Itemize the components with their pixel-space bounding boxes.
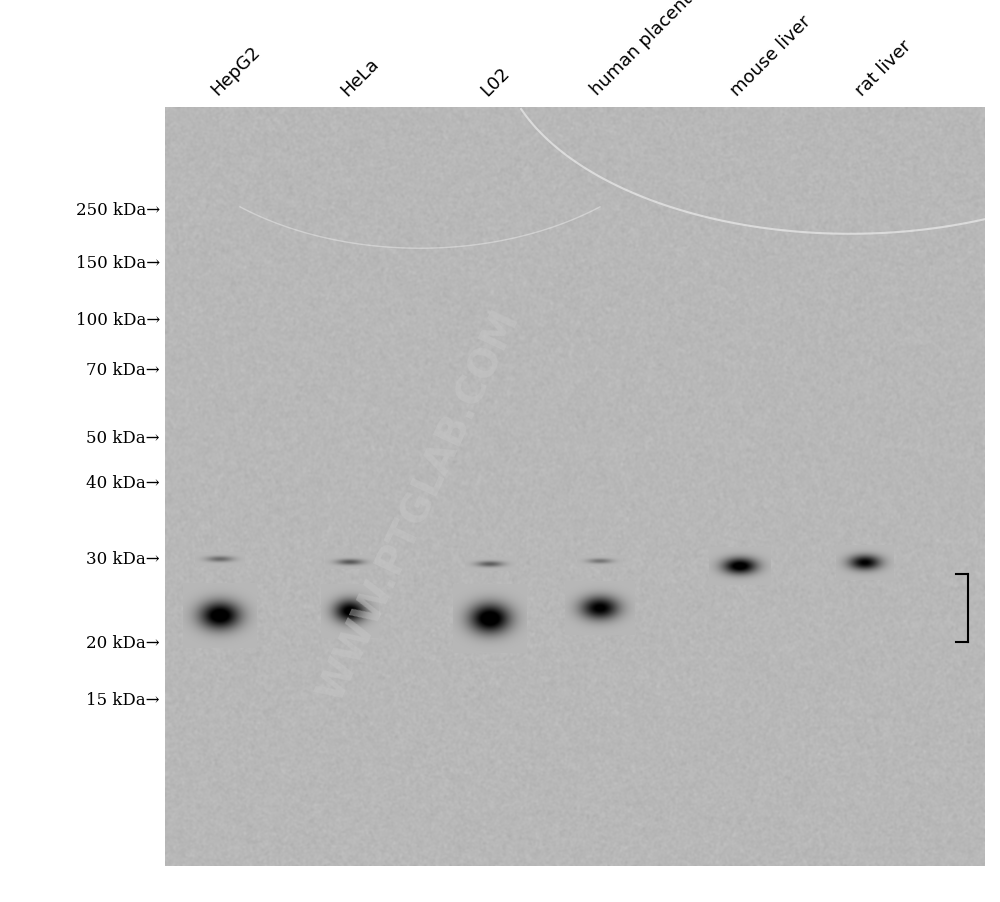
Text: mouse liver: mouse liver — [727, 12, 815, 99]
Text: 70 kDa→: 70 kDa→ — [86, 361, 160, 378]
Text: 30 kDa→: 30 kDa→ — [86, 550, 160, 567]
Text: HepG2: HepG2 — [207, 43, 263, 99]
Text: human placenta: human placenta — [587, 0, 704, 99]
Text: 100 kDa→: 100 kDa→ — [76, 312, 160, 329]
FancyBboxPatch shape — [165, 108, 985, 866]
Text: L02: L02 — [477, 63, 513, 99]
Text: 250 kDa→: 250 kDa→ — [76, 202, 160, 219]
Text: HeLa: HeLa — [337, 54, 382, 99]
Text: 150 kDa→: 150 kDa→ — [76, 255, 160, 272]
Text: 15 kDa→: 15 kDa→ — [87, 691, 160, 708]
Text: 20 kDa→: 20 kDa→ — [86, 634, 160, 651]
Text: 50 kDa→: 50 kDa→ — [87, 429, 160, 446]
Text: rat liver: rat liver — [852, 36, 915, 99]
Text: 40 kDa→: 40 kDa→ — [86, 474, 160, 492]
Text: WWW.PTGLAB.COM: WWW.PTGLAB.COM — [313, 304, 527, 706]
